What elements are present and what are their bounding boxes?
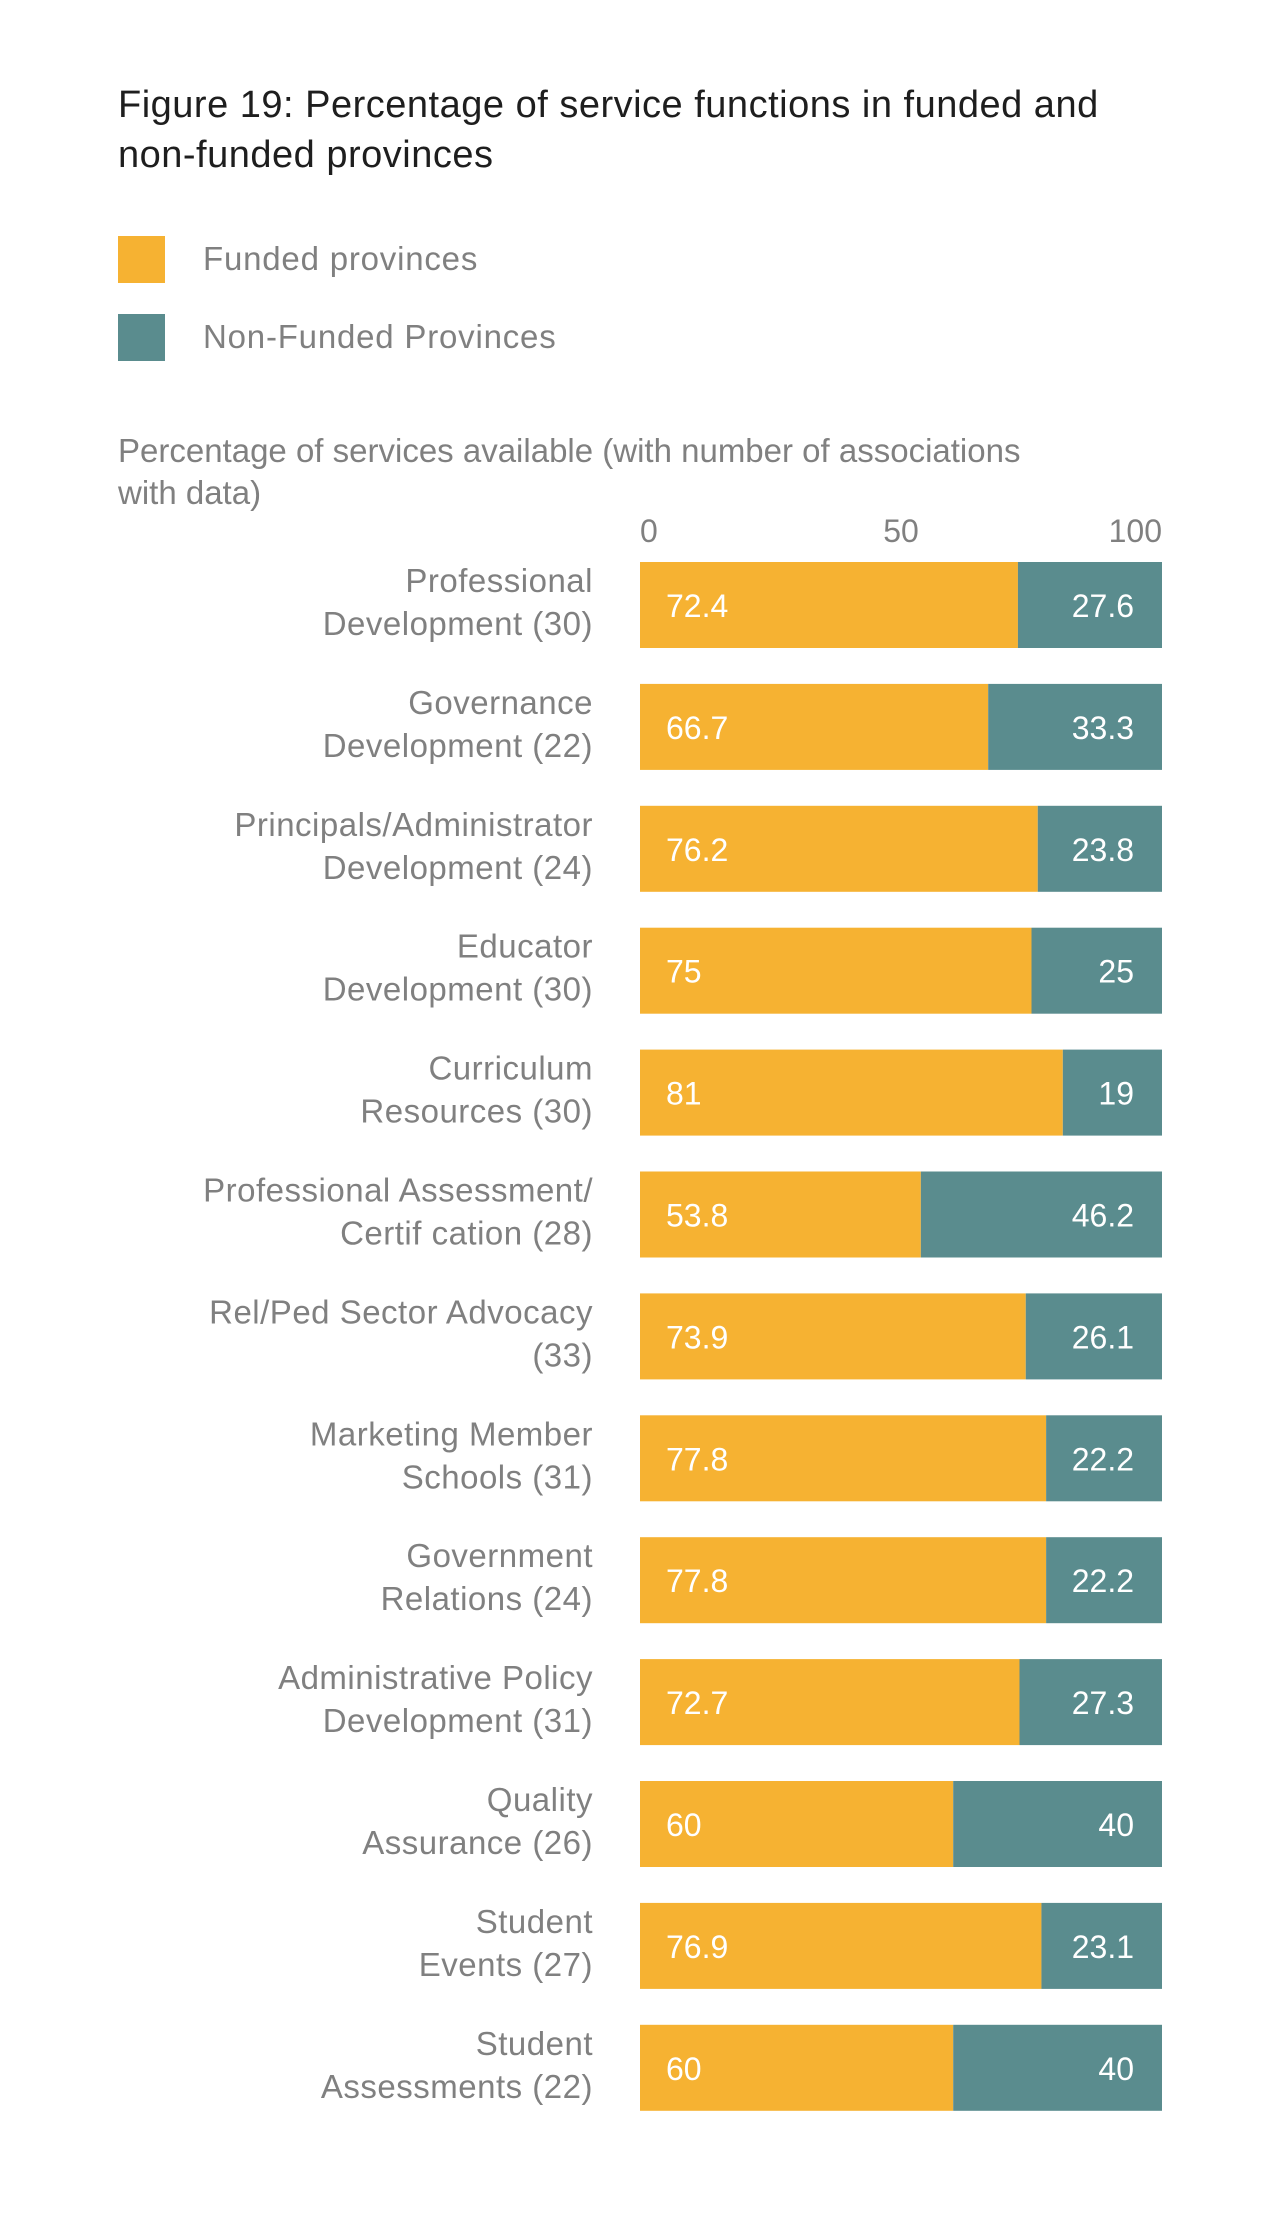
category-label: Rel/Ped Sector Advocacy (209, 1293, 593, 1330)
bar-funded (640, 683, 989, 770)
category-label: Marketing Member (310, 1415, 593, 1452)
x-tick-label: 50 (883, 513, 919, 549)
bar-funded (640, 1781, 954, 1867)
category-label: Events (27) (419, 1946, 593, 1983)
category-label: Educator (457, 928, 593, 965)
data-label-non-funded: 22.2 (1072, 1563, 1134, 1599)
bar-non-funded (988, 683, 1162, 770)
chart-title: Figure 19: Percentage of service functio… (118, 84, 1099, 176)
bar-funded (640, 562, 1018, 648)
category-label: Administrative Policy (278, 1659, 593, 1696)
data-label-funded: 81 (666, 1076, 702, 1112)
data-label-funded: 72.7 (666, 1685, 728, 1721)
legend-item-non-funded: Non-Funded Provinces (118, 313, 557, 361)
bar-non-funded (1019, 1659, 1162, 1746)
data-label-funded: 77.8 (666, 1563, 728, 1599)
bar-funded (640, 1659, 1020, 1746)
category-label: Principals/Administrator (234, 806, 593, 843)
bar-non-funded (1025, 1293, 1162, 1380)
category-label: (33) (532, 1336, 593, 1373)
legend-item-funded: Funded provinces (118, 235, 478, 283)
data-label-non-funded: 27.6 (1072, 588, 1134, 624)
data-label-funded: 76.9 (666, 1929, 728, 1965)
legend-swatch-non-funded (118, 313, 165, 361)
bar-funded (640, 1415, 1047, 1502)
bar-non-funded (920, 1171, 1162, 1258)
bar-non-funded (1031, 927, 1162, 1014)
bar-funded (640, 805, 1038, 892)
category-label: Professional Assessment/ (203, 1172, 593, 1209)
category-label: Development (31) (323, 1702, 593, 1739)
bar-funded (640, 2024, 954, 2111)
category-label: Development (24) (323, 849, 593, 886)
x-tick-label: 0 (640, 513, 658, 549)
legend-swatch-funded (118, 235, 165, 283)
data-label-funded: 60 (666, 1807, 702, 1843)
bar-non-funded (1046, 1537, 1162, 1624)
bar-funded (640, 927, 1032, 1014)
bar-non-funded (1062, 1049, 1162, 1136)
data-label-non-funded: 26.1 (1072, 1319, 1134, 1355)
category-label: Governance (408, 684, 593, 721)
bar-funded (640, 1537, 1047, 1624)
bar-non-funded (1041, 1902, 1162, 1989)
category-label: Government (406, 1537, 593, 1574)
bar-funded (640, 1902, 1042, 1989)
bar-non-funded (1037, 805, 1162, 892)
data-label-non-funded: 25 (1098, 954, 1134, 990)
bar-funded (640, 1049, 1063, 1136)
data-label-non-funded: 22.2 (1072, 1441, 1134, 1477)
data-label-non-funded: 33.3 (1072, 710, 1134, 746)
data-label-non-funded: 23.1 (1072, 1929, 1134, 1965)
category-label: Quality (487, 1781, 593, 1818)
data-label-funded: 77.8 (666, 1441, 728, 1477)
data-label-funded: 66.7 (666, 710, 728, 746)
bar-non-funded (1046, 1415, 1162, 1502)
data-label-non-funded: 27.3 (1072, 1685, 1134, 1721)
data-label-funded: 53.8 (666, 1198, 728, 1234)
bar-non-funded (953, 2024, 1162, 2111)
data-label-non-funded: 40 (1098, 1807, 1134, 1843)
data-label-non-funded: 19 (1098, 1076, 1134, 1112)
data-label-funded: 76.2 (666, 832, 728, 868)
data-label-non-funded: 23.8 (1072, 832, 1134, 868)
data-label-non-funded: 40 (1098, 2051, 1134, 2087)
data-label-funded: 72.4 (666, 588, 728, 624)
x-axis-title: Percentage of services available (with n… (118, 432, 1021, 511)
category-label: Curriculum (428, 1050, 593, 1087)
data-label-funded: 75 (666, 954, 702, 990)
category-label: Relations (24) (381, 1580, 593, 1617)
category-label: Student (476, 1903, 593, 1940)
category-label: Development (30) (323, 605, 593, 642)
bar-funded (640, 1293, 1026, 1380)
legend-label-non-funded: Non-Funded Provinces (203, 318, 557, 355)
category-label: Schools (31) (402, 1458, 593, 1495)
category-label: Certif cation (28) (340, 1215, 593, 1252)
data-label-funded: 60 (666, 2051, 702, 2087)
category-label: Assessments (22) (321, 2068, 593, 2105)
x-tick-label: 100 (1109, 513, 1162, 549)
data-label-funded: 73.9 (666, 1319, 728, 1355)
category-label: Resources (30) (360, 1093, 593, 1130)
category-label: Student (476, 2025, 593, 2062)
data-label-non-funded: 46.2 (1072, 1198, 1134, 1234)
category-label: Development (30) (323, 971, 593, 1008)
bar-non-funded (1017, 562, 1162, 648)
category-label: Professional (405, 562, 593, 599)
category-label: Assurance (26) (362, 1824, 593, 1861)
bar-non-funded (953, 1781, 1162, 1867)
legend-label-funded: Funded provinces (203, 240, 479, 277)
category-label: Development (22) (323, 727, 593, 764)
bar-funded (640, 1171, 921, 1258)
